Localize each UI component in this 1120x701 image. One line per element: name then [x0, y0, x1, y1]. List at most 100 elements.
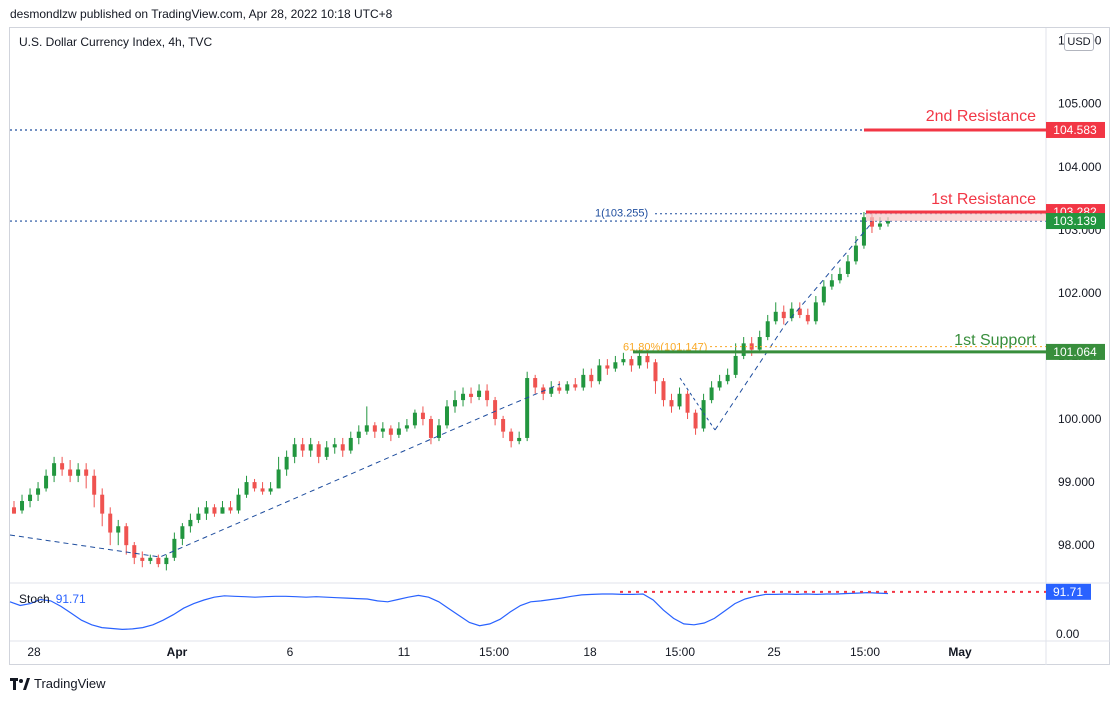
- resistance-2-badge: [1046, 121, 1105, 138]
- candle-body: [493, 400, 498, 420]
- candle-body: [332, 444, 337, 448]
- candle-body: [188, 519, 193, 527]
- y-tick-label: 100.000: [1058, 412, 1102, 426]
- candle-body: [469, 393, 474, 397]
- candle-body: [148, 557, 153, 561]
- candle-body: [517, 437, 522, 442]
- candle-body: [228, 507, 233, 511]
- candle-body: [244, 482, 249, 495]
- candle-body: [140, 557, 145, 561]
- candle-body: [316, 444, 321, 457]
- stoch-legend[interactable]: Stoch 91.71: [19, 592, 86, 606]
- candle-body: [12, 507, 16, 514]
- y-tick-label: 99.000: [1058, 475, 1095, 489]
- x-tick-label: 15:00: [479, 645, 509, 659]
- candle-body: [100, 494, 105, 514]
- candle-body: [388, 428, 393, 435]
- tradingview-logo-icon: [10, 677, 30, 690]
- candle-body: [685, 393, 690, 413]
- candle-body: [613, 362, 618, 369]
- candle-body: [661, 381, 666, 401]
- x-tick-label: May: [948, 645, 972, 659]
- candle-body: [581, 374, 586, 388]
- x-tick-label: 15:00: [850, 645, 880, 659]
- candle-body: [677, 393, 682, 407]
- support-1-label: 1st Support: [954, 332, 1036, 349]
- candle-body: [420, 412, 425, 420]
- candle-body: [781, 311, 786, 319]
- candle-body: [116, 526, 121, 533]
- candle-body: [356, 431, 361, 438]
- candle-body: [132, 545, 137, 558]
- candle-body: [709, 387, 714, 401]
- candle-body: [797, 308, 802, 315]
- candle-body: [156, 557, 161, 565]
- trend-guide-line: [9, 383, 561, 558]
- candle-body: [340, 444, 345, 451]
- candle-body: [396, 428, 401, 435]
- stoch-axis-label: 0.00: [1056, 627, 1080, 641]
- candle-body: [436, 425, 441, 438]
- trend-guide-line: [679, 377, 716, 431]
- candle-body: [164, 557, 169, 565]
- y-tick-label: 104.000: [1058, 160, 1102, 174]
- x-tick-label: 25: [767, 645, 781, 659]
- x-tick-label: Apr: [167, 645, 188, 659]
- candle-body: [621, 359, 626, 363]
- trend-guide-line: [714, 224, 871, 431]
- candle-body: [877, 223, 882, 227]
- candle-body: [252, 482, 257, 489]
- x-tick-label: 6: [287, 645, 294, 659]
- candle-body: [212, 507, 217, 514]
- candle-body: [52, 463, 57, 476]
- resistance-1-zone: [866, 212, 1046, 222]
- candle-body: [605, 365, 610, 369]
- support-1-badge: [1046, 343, 1105, 360]
- candle-body: [845, 261, 850, 274]
- candle-body: [501, 419, 506, 432]
- candle-body: [477, 390, 482, 397]
- candle-body: [645, 355, 650, 363]
- stoch-value: 91.71: [55, 592, 86, 606]
- candle-body: [549, 387, 554, 394]
- candle-body: [821, 286, 826, 303]
- candle-body: [629, 359, 634, 366]
- y-tick-label: 102.000: [1058, 286, 1102, 300]
- candle-body: [565, 384, 570, 391]
- candle-body: [669, 400, 674, 407]
- candle-body: [717, 381, 722, 388]
- candle-body: [557, 387, 562, 391]
- candle-body: [76, 469, 81, 476]
- candle-body: [324, 447, 329, 457]
- symbol-title[interactable]: U.S. Dollar Currency Index, 4h, TVC: [19, 35, 213, 49]
- x-tick-label: 18: [583, 645, 597, 659]
- candle-body: [485, 390, 490, 401]
- currency-button[interactable]: USD: [1064, 33, 1094, 51]
- stoch-badge: [1046, 583, 1091, 600]
- support-1-badge-text: 101.064: [1053, 345, 1097, 359]
- candle-body: [597, 365, 602, 382]
- candle-body: [533, 378, 538, 388]
- candle-body: [276, 469, 281, 489]
- last-price-badge-text: 103.139: [1053, 214, 1097, 228]
- candle-body: [284, 456, 289, 470]
- candle-body: [44, 475, 49, 489]
- footer-brand[interactable]: TradingView: [10, 676, 106, 691]
- candle-body: [124, 526, 129, 546]
- resistance-2-label: 2nd Resistance: [926, 108, 1036, 125]
- candle-body: [20, 501, 25, 511]
- fib-label: 1(103.255): [595, 208, 648, 220]
- candle-body: [348, 437, 353, 451]
- brand-name: TradingView: [34, 676, 106, 691]
- candle-body: [637, 355, 642, 366]
- candle-body: [813, 302, 818, 322]
- candle-body: [886, 221, 890, 224]
- resistance-2-badge-text: 104.583: [1053, 123, 1097, 137]
- last-price-badge: [1046, 213, 1105, 230]
- candle-body: [364, 425, 369, 432]
- candle-body: [404, 425, 409, 429]
- candle-body: [428, 419, 433, 438]
- candle-body: [509, 431, 514, 442]
- chart-frame: [9, 27, 1110, 665]
